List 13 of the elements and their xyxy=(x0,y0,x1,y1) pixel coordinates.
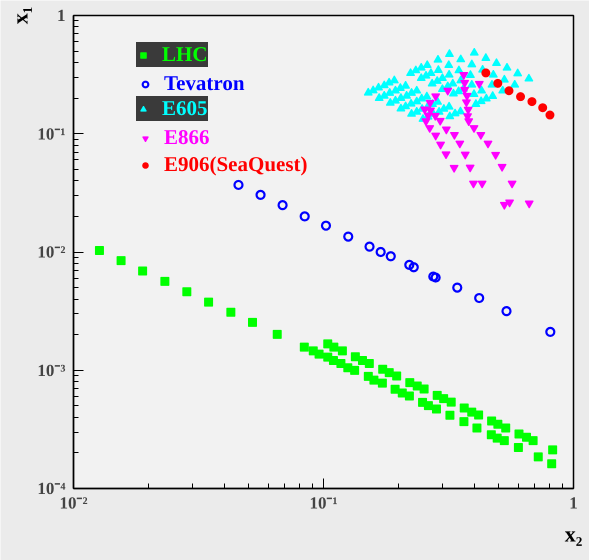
legend-label: Tevatron xyxy=(164,71,245,96)
legend-label: E605 xyxy=(162,96,208,121)
y-tick-label: 10⁻³ xyxy=(37,360,66,380)
legend-label: E866 xyxy=(164,125,210,150)
x-tick-label: 10⁻¹ xyxy=(309,494,338,512)
legend-label: LHC xyxy=(162,42,208,67)
x-tick-label: 1 xyxy=(569,494,578,512)
y-tick-label: 10⁻¹ xyxy=(37,124,66,144)
legend-label: E906(SeaQuest) xyxy=(164,152,308,177)
x-axis-title: x₂ xyxy=(564,522,583,546)
y-axis-title: x₁ xyxy=(7,6,32,24)
y-tick-label: 10⁻² xyxy=(37,242,66,262)
y-tick-label: 1 xyxy=(57,6,66,25)
